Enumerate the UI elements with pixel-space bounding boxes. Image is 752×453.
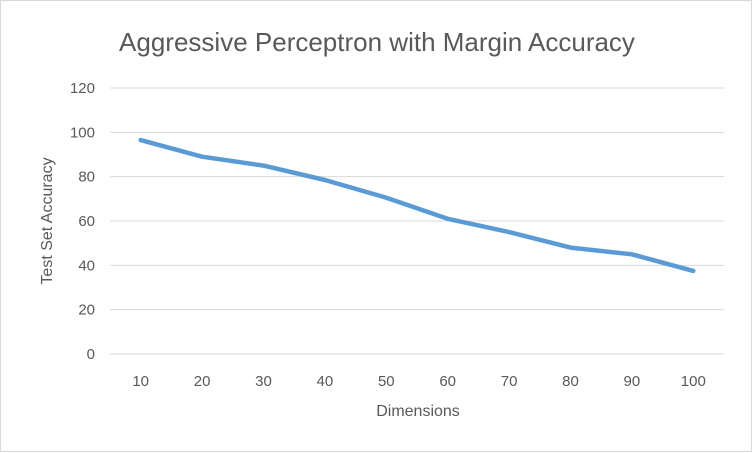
series-line [138, 137, 696, 274]
y-tick-label: 60 [78, 213, 95, 230]
x-axis-title: Dimensions [376, 403, 460, 420]
x-tick-label: 30 [255, 373, 272, 390]
x-tick-label: 90 [624, 373, 641, 390]
x-tick-label: 70 [501, 373, 518, 390]
series-lines [138, 137, 696, 274]
x-tick-label: 10 [132, 373, 149, 390]
y-tick-label: 100 [70, 124, 95, 141]
x-axis-ticks: 10 20 30 40 50 60 70 80 90 100 [132, 373, 705, 390]
x-tick-label: 40 [317, 373, 334, 390]
y-axis-title: Test Set Accuracy [39, 157, 56, 284]
x-tick-label: 20 [194, 373, 211, 390]
gridlines [110, 87, 724, 355]
y-tick-label: 120 [70, 80, 95, 97]
x-tick-label: 60 [439, 373, 456, 390]
x-tick-label: 80 [562, 373, 579, 390]
y-tick-label: 40 [78, 257, 95, 274]
chart-title: Aggressive Perceptron with Margin Accura… [119, 27, 635, 57]
x-tick-label: 100 [681, 373, 706, 390]
y-axis-ticks: 0 20 40 60 80 100 120 [70, 80, 95, 363]
y-tick-label: 20 [78, 302, 95, 319]
y-tick-label: 0 [87, 346, 95, 363]
x-tick-label: 50 [378, 373, 395, 390]
y-tick-label: 80 [78, 169, 95, 186]
